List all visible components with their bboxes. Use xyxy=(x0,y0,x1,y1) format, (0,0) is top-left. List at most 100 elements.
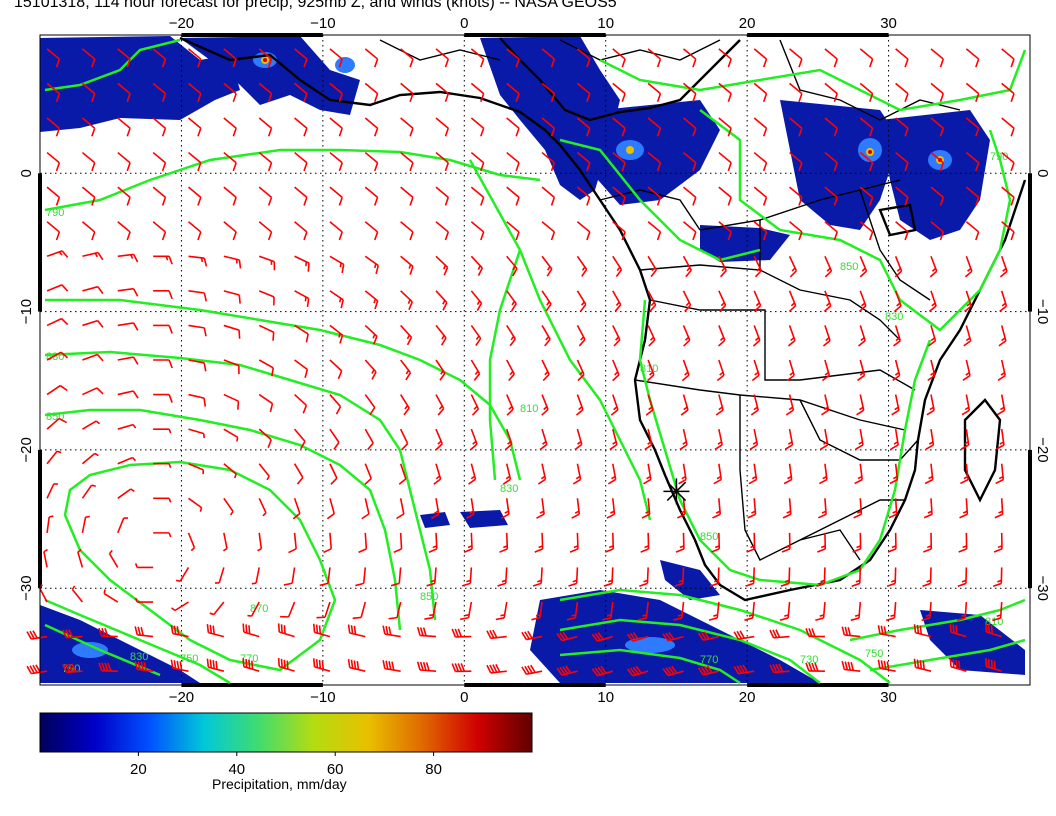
wind-barb xyxy=(576,186,591,206)
wind-barb xyxy=(521,630,543,641)
wind-barb xyxy=(824,221,838,241)
wind-barb xyxy=(930,117,945,137)
wind-barb xyxy=(329,394,342,415)
wind-barb xyxy=(435,186,450,206)
wind-barb xyxy=(393,532,403,554)
wind-barb xyxy=(82,420,101,430)
wind-barb xyxy=(785,394,795,416)
wind-barb xyxy=(319,567,331,587)
wind-barb xyxy=(153,393,173,403)
wind-barb xyxy=(187,82,202,102)
height-contours xyxy=(44,38,1027,685)
lon-tick-label-bottom: −10 xyxy=(310,689,335,706)
wind-barb xyxy=(435,428,443,451)
wind-barb xyxy=(152,221,167,241)
contour-line xyxy=(44,38,181,92)
wind-barb xyxy=(258,497,267,517)
wind-barb xyxy=(81,484,96,499)
wind-barb xyxy=(537,463,547,485)
wind-barb xyxy=(965,186,980,206)
wind-barb xyxy=(223,151,237,172)
wind-barb xyxy=(824,117,838,137)
wind-barb xyxy=(1001,48,1015,68)
wind-barb xyxy=(188,428,205,438)
wind-barb xyxy=(992,567,1003,587)
wind-barb xyxy=(400,117,414,137)
wind-barb xyxy=(242,658,260,672)
wind-barb xyxy=(851,567,862,587)
wind-barb xyxy=(997,359,1007,381)
wind-barb xyxy=(506,221,520,241)
coastlines xyxy=(179,36,1027,602)
contour-label: 770 xyxy=(240,653,258,665)
wind-barb xyxy=(329,290,344,309)
wind-barb xyxy=(329,151,343,172)
wind-barb xyxy=(258,393,274,413)
wind-barb xyxy=(784,429,794,450)
wind-barb xyxy=(747,498,757,519)
wind-barb xyxy=(117,356,139,365)
wind-barb xyxy=(506,324,517,347)
wind-barb xyxy=(400,359,412,381)
contour-label: 790 xyxy=(46,207,64,219)
wind-barb xyxy=(697,631,720,642)
wind-barb xyxy=(753,290,762,313)
wind-barb xyxy=(998,325,1007,347)
wind-barb xyxy=(435,359,446,381)
wind-barb xyxy=(820,394,830,416)
wind-barb xyxy=(62,663,83,674)
wind-barb xyxy=(188,359,207,372)
wind-barb xyxy=(714,428,723,451)
wind-barb xyxy=(895,151,909,172)
precip-patch xyxy=(780,100,900,230)
border xyxy=(599,189,701,231)
contour-line xyxy=(44,598,231,685)
wind-barb xyxy=(745,567,756,587)
wind-barb xyxy=(679,428,688,451)
wind-barb xyxy=(787,325,796,347)
wind-barb xyxy=(364,221,379,241)
wind-barb xyxy=(647,117,662,137)
wind-barb xyxy=(682,48,697,68)
wind-barb xyxy=(355,567,367,587)
wind-barb xyxy=(786,359,795,382)
wind-barb xyxy=(858,290,867,313)
wind-barb xyxy=(949,623,967,638)
wind-barb xyxy=(81,117,96,137)
wind-barb xyxy=(640,532,650,553)
wind-barb xyxy=(433,463,442,485)
wind-barb xyxy=(859,255,868,278)
wind-barb xyxy=(435,48,450,68)
wind-barb xyxy=(416,626,437,638)
precip-core xyxy=(625,637,675,653)
wind-barb xyxy=(805,662,825,672)
wind-barb xyxy=(682,186,697,206)
wind-barb xyxy=(591,665,614,677)
wind-barb xyxy=(81,186,96,206)
wind-barb xyxy=(435,221,450,241)
wind-barb xyxy=(465,498,475,519)
wind-barb xyxy=(645,394,654,416)
wind-barb xyxy=(82,387,104,396)
border xyxy=(859,189,931,301)
wind-barb xyxy=(753,221,768,241)
wind-barb xyxy=(187,48,202,68)
contour-label: 830 xyxy=(130,651,148,663)
wind-barb xyxy=(188,393,207,407)
wind-barb xyxy=(716,359,725,382)
wind-barb xyxy=(117,517,129,534)
wind-barb xyxy=(188,324,207,337)
wind-barb xyxy=(712,498,722,519)
wind-barb xyxy=(541,290,552,312)
wind-barb xyxy=(718,82,732,102)
wind-barb xyxy=(288,532,297,554)
wind-barb xyxy=(470,324,482,346)
wind-barb xyxy=(117,287,139,297)
wind-barb xyxy=(364,394,376,416)
wind-barb xyxy=(292,498,301,520)
wind-barb xyxy=(521,664,543,675)
wind-barb xyxy=(647,151,662,172)
wind-barb xyxy=(753,82,768,102)
wind-barb xyxy=(81,515,90,534)
wind-barb xyxy=(647,325,656,347)
